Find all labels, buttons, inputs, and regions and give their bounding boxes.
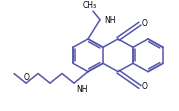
Text: O: O bbox=[142, 82, 148, 91]
Text: NH: NH bbox=[104, 16, 115, 25]
Text: NH: NH bbox=[76, 85, 88, 94]
Text: CH₃: CH₃ bbox=[83, 1, 97, 10]
Text: O: O bbox=[24, 73, 30, 82]
Text: O: O bbox=[142, 19, 148, 28]
